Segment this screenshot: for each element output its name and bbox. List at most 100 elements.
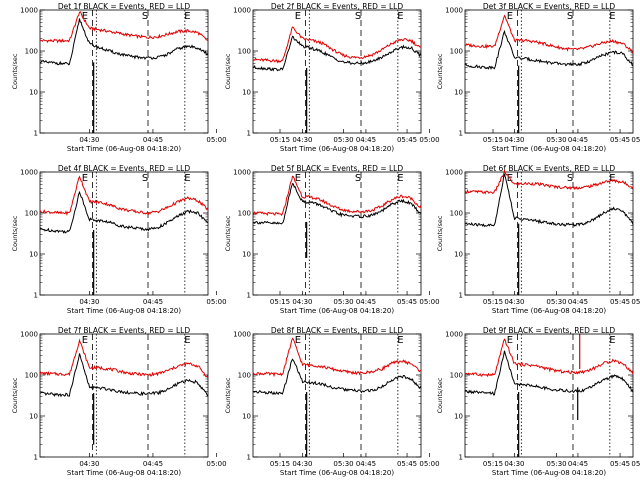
marker-label-e: E <box>609 11 615 22</box>
x-tick-label: 05:00 <box>419 136 439 144</box>
x-tick-label: 05:15 <box>270 460 290 468</box>
x-tick-label: 05:45 <box>610 136 630 144</box>
x-tick-label: 04:45 <box>568 298 588 306</box>
x-tick-label: 05:00 <box>631 136 640 144</box>
x-tick-label: 05:15 <box>270 298 290 306</box>
marker-label-s: S <box>355 173 361 184</box>
x-tick-label: 05:30 <box>333 298 353 306</box>
marker-label-s: S <box>567 173 573 184</box>
x-tick-label: 05:00 <box>206 298 226 306</box>
x-tick-label: 05:30 <box>546 298 566 306</box>
panel-title: Det 4f BLACK = Events, RED = LLD <box>58 164 191 173</box>
series-events-line <box>39 353 209 398</box>
series-lld-line <box>252 175 422 217</box>
y-tick-label: 10 <box>29 251 38 259</box>
marker-label-e: E <box>184 11 190 22</box>
y-tick-label: 1 <box>459 292 463 300</box>
marker-label-e: E <box>397 173 403 184</box>
y-tick-label: 100 <box>25 372 38 380</box>
y-axis-label: Counts/sec <box>224 53 232 89</box>
panel-title: Det 3f BLACK = Events, RED = LLD <box>483 2 616 11</box>
series-lld-line <box>464 338 634 378</box>
x-tick-label: 04:30 <box>79 298 99 306</box>
y-tick-label: 1 <box>34 130 38 138</box>
panel-det-5f: Det 5f BLACK = Events, RED = LLD11010010… <box>224 164 630 315</box>
marker-label-s: S <box>567 11 573 22</box>
panel-title: Det 7f BLACK = Events, RED = LLD <box>58 326 191 335</box>
x-tick-label: 05:00 <box>206 136 226 144</box>
x-tick-label: 04:30 <box>292 136 312 144</box>
panel-det-1f: Det 1f BLACK = Events, RED = LLD11010010… <box>11 2 417 153</box>
marker-label-e: E <box>82 173 88 184</box>
x-tick-label: 04:45 <box>568 136 588 144</box>
marker-label-e: E <box>295 335 301 346</box>
x-tick-label: 04:45 <box>356 136 376 144</box>
x-tick-label: 05:45 <box>610 298 630 306</box>
x-tick-label: 05:30 <box>333 136 353 144</box>
series-lld-line <box>39 338 209 379</box>
x-tick-label: 04:30 <box>79 460 99 468</box>
y-tick-label: 10 <box>454 251 463 259</box>
x-axis-label: Start Time (06-Aug-08 04:18:20) <box>67 307 181 315</box>
x-tick-label: 05:15 <box>483 136 503 144</box>
series-events-line <box>39 18 209 66</box>
y-tick-label: 10 <box>29 89 38 97</box>
series-lld-line <box>252 26 421 64</box>
x-axis-label: Start Time (06-Aug-08 04:18:20) <box>492 307 606 315</box>
marker-label-e: E <box>295 173 301 184</box>
x-tick-label: 05:45 <box>397 136 417 144</box>
x-tick-label: 04:30 <box>79 136 99 144</box>
plot-frame <box>252 171 422 296</box>
series-events-line <box>252 358 422 396</box>
plot-frame <box>39 9 209 134</box>
panel-det-3f: Det 3f BLACK = Events, RED = LLD 1 10 100 10… <box>436 2 640 153</box>
x-tick-label: 04:30 <box>292 298 312 306</box>
y-tick-label: 1000 <box>445 169 463 177</box>
x-axis-label: Start Time (06-Aug-08 04:18:20) <box>280 145 394 153</box>
y-tick-label: 100 <box>25 48 38 56</box>
series-lld-line <box>464 14 634 54</box>
x-tick-label: 05:45 <box>397 298 417 306</box>
x-axis-label: Start Time (06-Aug-08 04:18:20) <box>280 469 394 477</box>
marker-label-e: E <box>609 173 615 184</box>
panel-det-7f: Det 7f BLACK = Events, RED = LLD11010010… <box>11 326 417 477</box>
marker-label-e: E <box>82 11 88 22</box>
x-tick-label: 05:00 <box>419 298 439 306</box>
x-tick-label: 05:45 <box>397 460 417 468</box>
marker-label-e: E <box>609 335 615 346</box>
marker-label-e: E <box>82 335 88 346</box>
panel-det-4f: Det 4f BLACK = Events, RED = LLD11010010… <box>11 164 417 315</box>
panel-det-6f: Det 6f BLACK = Events, RED = LLD 1 10 100 10… <box>436 164 640 315</box>
x-tick-label: 04:45 <box>568 460 588 468</box>
y-axis-label: Counts/sec <box>11 53 19 89</box>
x-axis-label: Start Time (06-Aug-08 04:18:20) <box>492 469 606 477</box>
plot-frame <box>464 9 634 134</box>
x-tick-label: 05:00 <box>631 298 640 306</box>
y-tick-label: 1 <box>247 130 251 138</box>
plot-frame <box>464 171 634 296</box>
x-tick-label: 04:30 <box>504 136 524 144</box>
y-tick-label: 10 <box>242 413 251 421</box>
y-tick-label: 100 <box>25 210 38 218</box>
y-tick-label: 100 <box>450 48 463 56</box>
x-tick-label: 05:00 <box>631 460 640 468</box>
panel-det-9f: Det 9f BLACK = Events, RED = LLD 1 10 100 10… <box>436 326 640 477</box>
panel-title: Det 2f BLACK = Events, RED = LLD <box>271 2 404 11</box>
series-lld-line <box>464 169 634 195</box>
x-axis-label: Start Time (06-Aug-08 04:18:20) <box>67 469 181 477</box>
y-tick-label: 10 <box>242 89 251 97</box>
x-tick-label: 04:45 <box>143 298 163 306</box>
panel-title: Det 5f BLACK = Events, RED = LLD <box>271 164 404 173</box>
y-tick-label: 1 <box>459 454 463 462</box>
series-events-line <box>464 29 634 70</box>
x-tick-label: 05:30 <box>546 136 566 144</box>
series-events-line <box>39 190 209 234</box>
y-tick-label: 1000 <box>233 169 251 177</box>
x-tick-label: 04:45 <box>143 460 163 468</box>
plot-frame <box>464 333 634 458</box>
panel-det-8f: Det 8f BLACK = Events, RED = LLD11010010… <box>224 326 630 477</box>
y-axis-label: Counts/sec <box>224 377 232 413</box>
x-tick-label: 04:30 <box>292 460 312 468</box>
x-tick-label: 04:45 <box>356 460 376 468</box>
